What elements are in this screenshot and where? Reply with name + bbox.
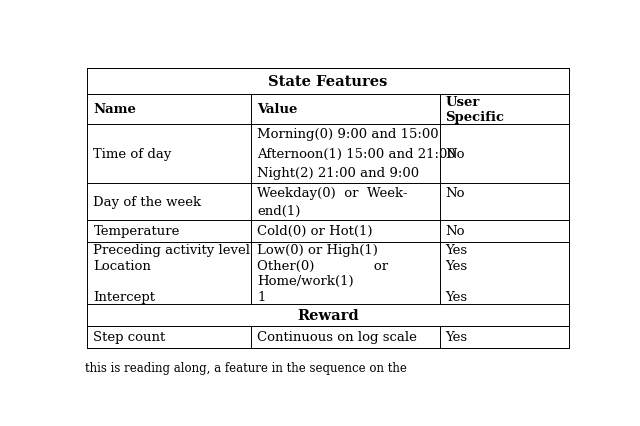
Text: Continuous on log scale: Continuous on log scale xyxy=(257,331,417,343)
Text: State Features: State Features xyxy=(268,75,388,89)
Text: Time of day: Time of day xyxy=(93,147,172,161)
Text: Yes: Yes xyxy=(445,243,468,256)
Text: Yes: Yes xyxy=(445,290,468,303)
Text: Low(0) or High(1): Low(0) or High(1) xyxy=(257,243,378,256)
Text: Name: Name xyxy=(93,103,136,116)
Text: Step count: Step count xyxy=(93,331,166,343)
Text: Yes: Yes xyxy=(445,331,468,343)
Text: Intercept: Intercept xyxy=(93,290,156,303)
Text: Night(2) 21:00 and 9:00: Night(2) 21:00 and 9:00 xyxy=(257,167,419,180)
Text: Home/work(1): Home/work(1) xyxy=(257,274,354,288)
Text: 1: 1 xyxy=(257,290,266,303)
Text: Location: Location xyxy=(93,259,151,272)
Text: Weekday(0)  or  Week-: Weekday(0) or Week- xyxy=(257,186,408,199)
Text: No: No xyxy=(445,147,465,161)
Text: Other(0)              or: Other(0) or xyxy=(257,259,388,272)
Text: end(1): end(1) xyxy=(257,204,300,218)
Text: Reward: Reward xyxy=(297,308,359,322)
Text: this is reading along, a feature in the sequence on the: this is reading along, a feature in the … xyxy=(85,361,407,374)
Text: No: No xyxy=(445,225,465,238)
Text: Morning(0) 9:00 and 15:00: Morning(0) 9:00 and 15:00 xyxy=(257,128,438,141)
Text: Temperature: Temperature xyxy=(93,225,180,238)
Text: No: No xyxy=(445,186,465,199)
Text: User
Specific: User Specific xyxy=(445,95,504,124)
Text: Day of the week: Day of the week xyxy=(93,196,202,208)
Text: Cold(0) or Hot(1): Cold(0) or Hot(1) xyxy=(257,225,372,238)
Text: Yes: Yes xyxy=(445,259,468,272)
Text: Preceding activity level: Preceding activity level xyxy=(93,243,250,256)
Text: Afternoon(1) 15:00 and 21:00: Afternoon(1) 15:00 and 21:00 xyxy=(257,147,456,161)
Text: Value: Value xyxy=(257,103,298,116)
